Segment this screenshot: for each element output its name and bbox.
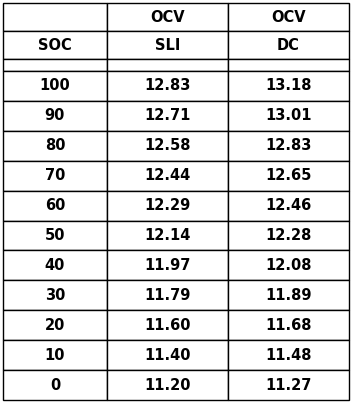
Text: DC: DC <box>277 37 300 52</box>
Text: 12.46: 12.46 <box>265 198 312 213</box>
Bar <box>228 220 349 250</box>
Text: 12.28: 12.28 <box>265 228 312 243</box>
Text: 11.79: 11.79 <box>144 288 190 303</box>
Text: 11.40: 11.40 <box>144 348 190 363</box>
Text: 11.89: 11.89 <box>265 288 312 303</box>
Text: OCV: OCV <box>150 10 185 25</box>
Text: 12.58: 12.58 <box>144 138 190 153</box>
Bar <box>228 31 349 59</box>
Bar <box>228 250 349 280</box>
Bar <box>228 131 349 161</box>
Bar <box>3 340 107 370</box>
Text: 30: 30 <box>45 288 65 303</box>
Text: 11.60: 11.60 <box>144 318 190 333</box>
Bar <box>107 161 228 191</box>
Bar <box>107 340 228 370</box>
Bar <box>228 71 349 101</box>
Text: 80: 80 <box>45 138 65 153</box>
Bar <box>228 370 349 400</box>
Bar <box>228 191 349 220</box>
Text: 70: 70 <box>45 168 65 183</box>
Text: 60: 60 <box>45 198 65 213</box>
Bar <box>3 280 107 310</box>
Bar <box>107 280 228 310</box>
Text: 13.01: 13.01 <box>265 108 312 123</box>
Text: SLI: SLI <box>155 37 180 52</box>
Bar <box>3 59 107 71</box>
Text: 40: 40 <box>45 258 65 273</box>
Text: 100: 100 <box>39 79 70 93</box>
Bar <box>3 191 107 220</box>
Bar <box>107 59 228 71</box>
Bar <box>3 161 107 191</box>
Text: 12.14: 12.14 <box>144 228 190 243</box>
Text: 11.20: 11.20 <box>144 378 190 393</box>
Text: 12.83: 12.83 <box>265 138 312 153</box>
Text: 12.71: 12.71 <box>144 108 190 123</box>
Text: 11.48: 11.48 <box>265 348 312 363</box>
Text: 11.97: 11.97 <box>144 258 190 273</box>
Bar <box>3 370 107 400</box>
Bar <box>107 370 228 400</box>
Text: 12.65: 12.65 <box>265 168 312 183</box>
Bar <box>228 101 349 131</box>
Bar <box>228 161 349 191</box>
Text: 11.27: 11.27 <box>265 378 312 393</box>
Bar <box>107 3 228 31</box>
Bar <box>228 280 349 310</box>
Text: 12.08: 12.08 <box>265 258 312 273</box>
Bar <box>107 31 228 59</box>
Text: OCV: OCV <box>271 10 306 25</box>
Bar <box>107 71 228 101</box>
Bar <box>3 131 107 161</box>
Bar <box>107 310 228 340</box>
Bar <box>228 59 349 71</box>
Bar <box>228 310 349 340</box>
Bar <box>3 71 107 101</box>
Bar <box>3 250 107 280</box>
Bar <box>107 101 228 131</box>
Bar <box>228 3 349 31</box>
Bar <box>3 31 107 59</box>
Bar <box>107 250 228 280</box>
Text: 10: 10 <box>45 348 65 363</box>
Text: 11.68: 11.68 <box>265 318 312 333</box>
Text: 12.83: 12.83 <box>144 79 190 93</box>
Text: 0: 0 <box>50 378 60 393</box>
Bar <box>107 131 228 161</box>
Text: 13.18: 13.18 <box>265 79 312 93</box>
Text: 50: 50 <box>45 228 65 243</box>
Bar <box>3 220 107 250</box>
Text: 12.29: 12.29 <box>144 198 190 213</box>
Bar <box>228 340 349 370</box>
Text: 12.44: 12.44 <box>144 168 190 183</box>
Text: 90: 90 <box>45 108 65 123</box>
Bar <box>107 191 228 220</box>
Text: 20: 20 <box>45 318 65 333</box>
Text: SOC: SOC <box>38 37 72 52</box>
Bar <box>107 220 228 250</box>
Bar <box>3 310 107 340</box>
Bar <box>3 101 107 131</box>
Bar <box>3 3 107 31</box>
